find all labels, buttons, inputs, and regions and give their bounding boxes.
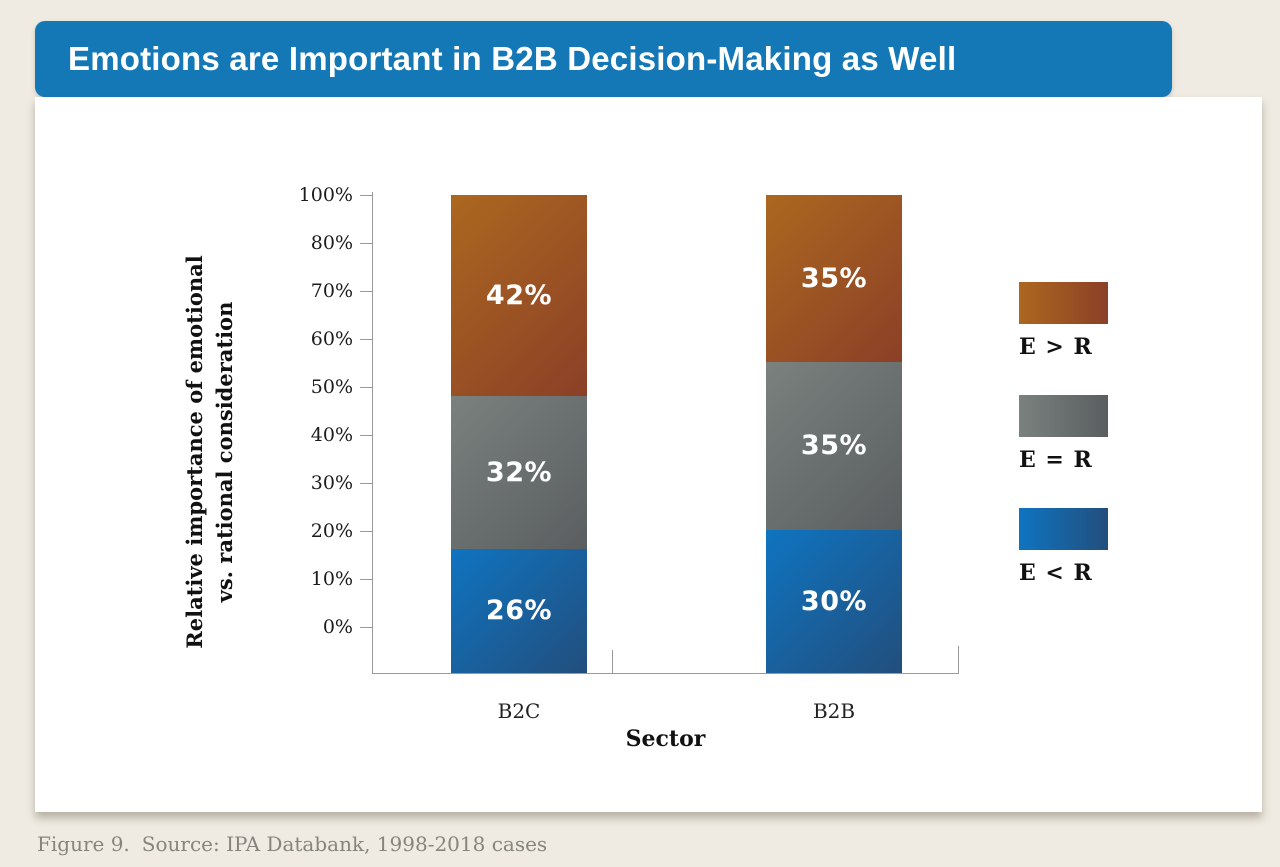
legend-label: E = R <box>1019 447 1093 473</box>
y-tick-mark <box>360 579 372 580</box>
y-axis-line <box>372 192 373 673</box>
chart-title: Emotions are Important in B2B Decision-M… <box>68 40 957 77</box>
y-tick-label: 70% <box>310 280 353 302</box>
legend-label: E > R <box>1019 334 1093 360</box>
legend-swatch <box>1019 395 1108 437</box>
bar-value-label: 35% <box>800 263 868 295</box>
y-tick-mark <box>360 291 372 292</box>
y-tick-mark <box>360 435 372 436</box>
y-tick-label: 60% <box>310 328 353 350</box>
y-tick-label: 30% <box>310 472 353 494</box>
y-tick-label: 100% <box>298 184 353 206</box>
y-axis-title-line1: Relative importance of emotional <box>182 255 207 649</box>
bar-segment: 26% <box>451 548 587 673</box>
y-tick-mark <box>360 627 372 628</box>
bar-segment: 30% <box>766 529 902 673</box>
x-axis-mid-tick <box>612 650 613 673</box>
legend-swatch <box>1019 282 1108 324</box>
legend-item: E > R <box>1019 282 1108 360</box>
bar-value-label: 30% <box>800 585 868 617</box>
legend-label: E < R <box>1019 560 1093 586</box>
y-tick-mark <box>360 195 372 196</box>
y-axis-title-line2: vs. rational consideration <box>212 301 238 603</box>
y-axis-title: Relative importance of emotional vs. rat… <box>180 232 244 672</box>
y-tick-mark <box>360 483 372 484</box>
figure-label: Figure 9. <box>37 832 130 856</box>
bar-b2b: 35% 35% 30% <box>766 195 902 673</box>
bar-value-label: 35% <box>800 430 868 462</box>
bar-segment: 35% <box>766 362 902 530</box>
bar-value-label: 32% <box>485 456 553 488</box>
y-tick-mark <box>360 387 372 388</box>
y-tick-mark <box>360 531 372 532</box>
bar-segment: 35% <box>766 195 902 363</box>
figure-caption: Figure 9. Source: IPA Databank, 1998-2018… <box>37 832 547 856</box>
legend-swatch <box>1019 508 1108 550</box>
x-axis-title: Sector <box>625 726 706 752</box>
bar-value-label: 26% <box>485 595 553 627</box>
y-tick-label: 80% <box>310 232 353 254</box>
legend-item: E = R <box>1019 395 1108 473</box>
category-label: B2B <box>812 699 856 723</box>
source-text: Source: IPA Databank, 1998-2018 cases <box>141 832 548 856</box>
chart-card: Relative importance of emotional vs. rat… <box>35 97 1262 812</box>
bar-value-label: 42% <box>485 279 553 311</box>
category-label: B2C <box>497 699 541 723</box>
y-tick-label: 50% <box>310 376 353 398</box>
title-banner: Emotions are Important in B2B Decision-M… <box>35 21 1172 97</box>
y-tick-label: 40% <box>310 424 353 446</box>
y-tick-label: 10% <box>310 568 353 590</box>
y-tick-mark <box>360 339 372 340</box>
y-tick-mark <box>360 243 372 244</box>
y-tick-label: 0% <box>322 616 353 638</box>
bar-segment: 32% <box>451 395 587 549</box>
bar-segment: 42% <box>451 195 587 396</box>
legend-item: E < R <box>1019 508 1108 586</box>
bar-b2c: 42% 32% 26% <box>451 195 587 673</box>
y-tick-label: 20% <box>310 520 353 542</box>
x-axis-line <box>372 673 959 674</box>
x-axis-end-tick <box>958 646 959 673</box>
